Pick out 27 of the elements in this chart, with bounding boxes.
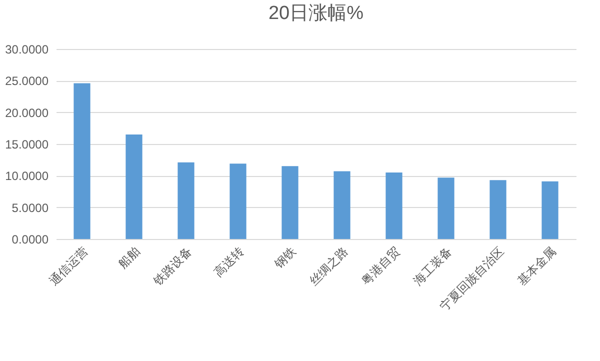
bar: [386, 172, 402, 239]
y-tick-label: 30.0000: [5, 42, 49, 56]
bar: [542, 181, 558, 239]
y-tick-label: 20.0000: [5, 106, 49, 120]
x-tick-label: 通信运营: [46, 244, 90, 288]
x-tick-label: 铁路设备: [150, 244, 194, 289]
x-tick-label: 钢铁: [270, 244, 298, 272]
bar: [74, 83, 90, 239]
bar: [282, 166, 298, 239]
bar: [490, 180, 506, 239]
x-tick-label: 高送转: [211, 244, 246, 280]
bar: [334, 171, 350, 239]
chart-title: 20日涨幅%: [268, 3, 364, 24]
x-tick-label: 海工装备: [410, 244, 454, 288]
y-tick-label: 25.0000: [5, 74, 49, 88]
bar: [230, 164, 246, 239]
bar: [126, 134, 142, 239]
y-tick-label: 0.0000: [12, 232, 49, 246]
x-tick-label: 丝绸之路: [306, 244, 350, 288]
x-tick-label: 粤港自贸: [358, 244, 402, 288]
bar: [178, 162, 194, 239]
bar: [438, 178, 454, 239]
x-tick-label: 船舶: [116, 244, 142, 271]
y-tick-label: 5.0000: [12, 200, 49, 215]
y-tick-label: 15.0000: [5, 138, 49, 152]
x-tick-label: 基本金属: [514, 244, 558, 288]
y-tick-label: 10.0000: [5, 169, 49, 184]
